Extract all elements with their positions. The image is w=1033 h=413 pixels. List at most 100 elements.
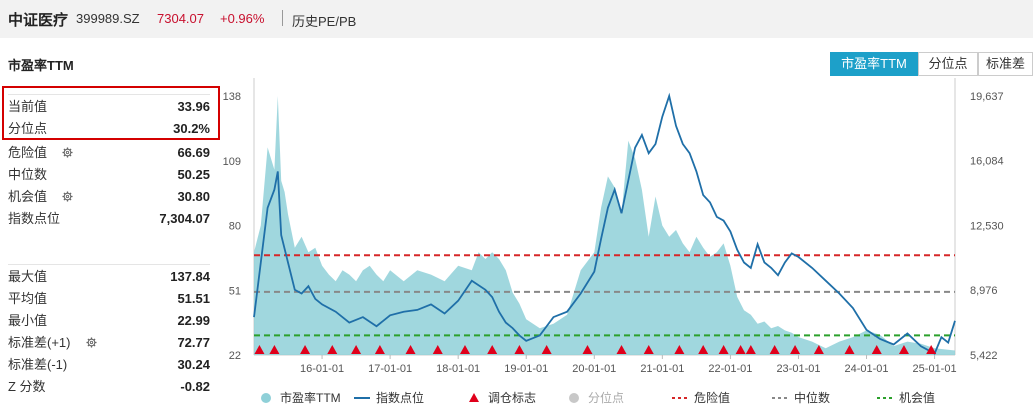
stat-label: 危险值 bbox=[8, 145, 48, 160]
rebalance-marker bbox=[926, 345, 937, 354]
header-bar: 中证医疗 399989.SZ 7304.07 +0.96% 历史PE/PB bbox=[0, 0, 1033, 38]
x-tick-label: 19-01-01 bbox=[504, 363, 548, 375]
right-tick-label: 8,976 bbox=[970, 285, 998, 297]
rebalance-marker bbox=[616, 345, 627, 354]
legend-label: 指数点位 bbox=[376, 390, 424, 405]
stat-row-index-level: 指数点位 7,304.07 bbox=[8, 208, 210, 230]
stat-row-min: 最小值 22.99 bbox=[8, 310, 210, 332]
stat-label: Z 分数 bbox=[8, 379, 46, 394]
stat-value: 30.24 bbox=[177, 357, 210, 372]
stat-label: 指数点位 bbox=[8, 211, 61, 226]
rebalance-marker bbox=[871, 345, 882, 354]
stat-value: 50.25 bbox=[177, 167, 210, 182]
x-tick-label: 24-01-01 bbox=[845, 363, 889, 375]
left-tick-label: 138 bbox=[223, 91, 241, 103]
rebalance-marker bbox=[745, 345, 756, 354]
stat-row-max: 最大值 137.84 bbox=[8, 266, 210, 288]
legend-label: 机会值 bbox=[899, 390, 935, 405]
x-tick-label: 25-01-01 bbox=[913, 363, 957, 375]
rebalance-marker bbox=[405, 345, 416, 354]
legend-label: 中位数 bbox=[794, 390, 830, 405]
stat-label: 标准差(-1) bbox=[8, 357, 68, 372]
rebalance-marker bbox=[790, 345, 801, 354]
stat-label: 平均值 bbox=[8, 291, 48, 306]
right-tick-label: 5,422 bbox=[970, 350, 998, 362]
left-tick-label: 109 bbox=[223, 156, 241, 168]
x-tick-label: 17-01-01 bbox=[368, 363, 412, 375]
stat-value: 51.51 bbox=[177, 291, 210, 306]
x-tick-label: 18-01-01 bbox=[436, 363, 480, 375]
legend-label: 危险值 bbox=[694, 390, 730, 405]
segment-stddev[interactable]: 标准差 bbox=[978, 52, 1033, 76]
rebalance-marker bbox=[735, 345, 746, 354]
rebalance-marker bbox=[844, 345, 855, 354]
divider bbox=[8, 264, 210, 265]
rebalance-marker bbox=[269, 345, 280, 354]
segment-pe-ttm[interactable]: 市盈率TTM bbox=[830, 52, 918, 76]
stat-row-zscore: Z 分数 -0.82 bbox=[8, 376, 210, 398]
stat-value: 22.99 bbox=[177, 313, 210, 328]
highlight-box bbox=[2, 86, 220, 140]
stat-value: 7,304.07 bbox=[159, 211, 210, 226]
stat-value: 30.2% bbox=[173, 121, 210, 136]
stat-label: 最小值 bbox=[8, 313, 48, 328]
segment-percentile[interactable]: 分位点 bbox=[918, 52, 978, 76]
rebalance-marker bbox=[898, 345, 909, 354]
gear-icon[interactable] bbox=[62, 147, 73, 158]
rebalance-marker bbox=[674, 345, 685, 354]
stat-row-opportunity: 机会值 30.80 bbox=[8, 186, 210, 208]
stat-row-mean: 平均值 51.51 bbox=[8, 288, 210, 310]
legend-label: 调仓标志 bbox=[488, 391, 536, 405]
index-price: 7304.07 bbox=[157, 11, 204, 26]
stat-value: 72.77 bbox=[177, 335, 210, 350]
divider bbox=[8, 94, 210, 95]
rebalance-marker bbox=[582, 345, 593, 354]
stat-label: 分位点 bbox=[8, 121, 48, 136]
x-tick-label: 21-01-01 bbox=[640, 363, 684, 375]
rebalance-marker bbox=[487, 345, 498, 354]
right-tick-label: 12,530 bbox=[970, 220, 1004, 232]
legend-label: 分位点 bbox=[588, 390, 624, 405]
legend-label: 市盈率TTM bbox=[280, 390, 341, 405]
stat-row-current: 当前值 33.96 bbox=[8, 96, 210, 118]
rebalance-marker bbox=[813, 345, 824, 354]
x-tick-label: 16-01-01 bbox=[300, 363, 344, 375]
left-tick-label: 80 bbox=[229, 221, 241, 233]
rebalance-marker bbox=[374, 345, 385, 354]
gear-icon[interactable] bbox=[86, 337, 97, 348]
left-tick-label: 51 bbox=[229, 285, 241, 297]
stat-label: 最大值 bbox=[8, 269, 48, 284]
rebalance-marker bbox=[541, 345, 552, 354]
rebalance-marker bbox=[718, 345, 729, 354]
rebalance-marker bbox=[643, 345, 654, 354]
stat-value: 33.96 bbox=[177, 99, 210, 114]
rebalance-marker bbox=[769, 345, 780, 354]
stat-label: 中位数 bbox=[8, 167, 48, 182]
gear-icon[interactable] bbox=[62, 191, 73, 202]
right-tick-label: 19,637 bbox=[970, 91, 1004, 103]
index-line-series bbox=[253, 92, 956, 355]
x-tick-label: 20-01-01 bbox=[572, 363, 616, 375]
stat-value: 137.84 bbox=[170, 269, 210, 284]
index-change: +0.96% bbox=[220, 11, 265, 26]
x-tick-label: 22-01-01 bbox=[708, 363, 752, 375]
rebalance-marker bbox=[254, 345, 265, 354]
stat-label: 当前值 bbox=[8, 99, 48, 114]
stat-row-std-minus: 标准差(-1) 30.24 bbox=[8, 354, 210, 376]
right-tick-label: 16,084 bbox=[970, 156, 1004, 168]
rebalance-marker bbox=[327, 345, 338, 354]
legend-marker bbox=[569, 393, 579, 403]
legend-marker bbox=[469, 393, 479, 402]
stat-value: -0.82 bbox=[180, 379, 210, 394]
stat-row-median: 中位数 50.25 bbox=[8, 164, 210, 186]
rebalance-marker bbox=[300, 345, 311, 354]
index-name: 中证医疗 bbox=[8, 12, 69, 29]
stat-value: 30.80 bbox=[177, 189, 210, 204]
header-divider bbox=[282, 10, 283, 26]
x-tick-label: 23-01-01 bbox=[776, 363, 820, 375]
history-pe-pb-tab[interactable]: 历史PE/PB bbox=[292, 14, 357, 29]
stat-row-percentile: 分位点 30.2% bbox=[8, 118, 210, 140]
stat-value: 66.69 bbox=[177, 145, 210, 160]
section-title: 市盈率TTM bbox=[8, 58, 74, 73]
legend-marker bbox=[261, 393, 271, 403]
